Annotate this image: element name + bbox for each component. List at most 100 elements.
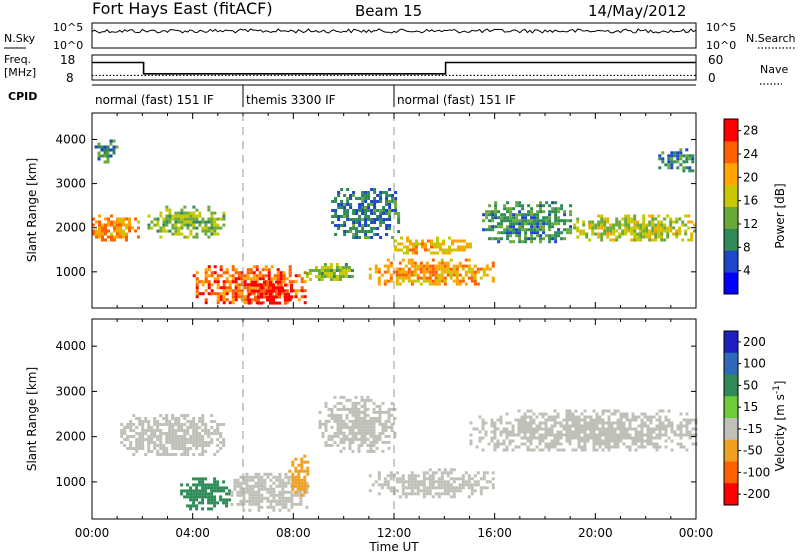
colorbar-swatch xyxy=(724,184,738,207)
echo-region xyxy=(147,205,226,239)
power-colorbar-label: Power [dB] xyxy=(773,183,787,248)
cpid-row: CPID normal (fast) 151 IF themis 3300 IF n… xyxy=(8,84,696,107)
colorbar-swatch xyxy=(724,352,738,375)
noise-left-tick-bottom: 10^0 xyxy=(53,39,83,52)
echo-region xyxy=(482,201,573,244)
time-tick-label: 16:00 xyxy=(477,526,512,540)
freq-unit-label: [MHz] xyxy=(4,66,36,79)
echo-region xyxy=(331,188,401,239)
echo-region xyxy=(469,409,698,452)
noise-right-tick-bottom: 10^0 xyxy=(706,39,736,52)
colorbar-frame xyxy=(723,330,739,506)
time-axis: 00:00 04:00 08:00 12:00 16:00 20:00 00:00 xyxy=(75,526,714,540)
echo-region xyxy=(305,263,354,281)
noise-right-tick-top: 10^5 xyxy=(706,21,736,34)
frequency-trace xyxy=(92,61,696,75)
echo-region xyxy=(94,139,119,164)
freq-tick-top: 18 xyxy=(60,53,75,67)
freq-panel: Freq. [MHz] 18 8 60 0 Nave xyxy=(4,53,788,85)
time-tick-label: 08:00 xyxy=(276,526,311,540)
power-ylabel: Slant Range [km] xyxy=(25,158,39,262)
echo-region xyxy=(318,395,397,453)
y-tick-label: 3000 xyxy=(55,384,86,398)
colorbar-tick-label: 16 xyxy=(743,194,758,208)
colorbar-swatch xyxy=(724,119,738,142)
noise-left-tick-top: 10^5 xyxy=(53,21,83,34)
velocity-ylabel: Slant Range [km] xyxy=(25,367,39,471)
echo-region xyxy=(658,148,695,173)
colorbar-swatch xyxy=(724,483,738,506)
y-tick-label: 4000 xyxy=(55,339,86,353)
echo-region xyxy=(92,214,140,242)
beam-label: Beam 15 xyxy=(355,2,422,20)
cpid-segment-label: themis 3300 IF xyxy=(246,93,336,107)
y-tick-label: 4000 xyxy=(55,132,86,146)
echo-region xyxy=(288,454,310,497)
colorbar-tick-label: 8 xyxy=(743,240,751,254)
station-title: Fort Hays East (fitACF) xyxy=(92,0,273,18)
colorbar-swatch xyxy=(724,396,738,419)
power-panel: 1000 2000 3000 4000 Slant Range [km] 4 8 12 16… xyxy=(25,112,787,309)
noise-left-label: N.Sky xyxy=(4,32,36,45)
freq-label: Freq. xyxy=(4,53,31,66)
echo-region xyxy=(180,477,232,511)
echo-region xyxy=(120,414,226,456)
velocity-panel: 1000 2000 3000 4000 Slant Range [km] 200 100… xyxy=(25,318,787,520)
y-tick-label: 2000 xyxy=(55,221,86,235)
noise-panel: N.Sky 10^5 10^0 10^5 10^0 N.Search xyxy=(4,21,796,52)
colorbar-swatch xyxy=(724,250,738,273)
echo-region xyxy=(573,214,697,242)
colorbar-tick-label: -200 xyxy=(743,487,770,501)
y-tick-label: 1000 xyxy=(55,265,86,279)
colorbar-swatch xyxy=(724,374,738,397)
colorbar-swatch xyxy=(724,140,738,164)
colorbar-swatch xyxy=(724,206,738,229)
colorbar-tick-label: 12 xyxy=(743,217,758,231)
velocity-colorbar-label: Velocity [m s-1] xyxy=(772,381,787,472)
y-tick-label: 1000 xyxy=(55,475,86,489)
y-tick-label: 3000 xyxy=(55,177,86,191)
freq-tick-bottom: 8 xyxy=(66,71,74,85)
power-colorbar: 4 8 12 16 20 24 28 xyxy=(723,118,758,295)
colorbar-tick-label: 100 xyxy=(743,357,766,371)
colorbar-tick-label: 20 xyxy=(743,170,758,184)
colorbar-tick-label: 24 xyxy=(743,147,758,161)
noise-right-label: N.Search xyxy=(746,32,796,45)
nave-tick-top: 60 xyxy=(708,53,723,67)
velocity-data xyxy=(120,319,698,519)
y-tick-label: 2000 xyxy=(55,430,86,444)
cpid-label: CPID xyxy=(8,90,37,103)
cpid-segment-label: normal (fast) 151 IF xyxy=(397,93,516,107)
colorbar-swatch xyxy=(724,418,738,441)
colorbar-swatch xyxy=(724,331,738,354)
time-axis-label: Time UT xyxy=(368,540,419,554)
time-tick-label: 00:00 xyxy=(679,526,714,540)
echo-region xyxy=(368,258,495,286)
colorbar-tick-label: -50 xyxy=(743,444,763,458)
colorbar-swatch xyxy=(724,162,738,186)
nave-tick-bottom: 0 xyxy=(708,71,716,85)
echo-region xyxy=(394,236,472,255)
colorbar-frame xyxy=(723,118,739,295)
cpid-segment-label: normal (fast) 151 IF xyxy=(95,93,214,107)
colorbar-swatch xyxy=(724,461,738,484)
colorbar-tick-label: -15 xyxy=(743,422,763,436)
time-tick-label: 20:00 xyxy=(578,526,613,540)
colorbar-tick-label: 28 xyxy=(743,124,758,138)
nave-label: Nave xyxy=(760,63,788,76)
colorbar-swatch xyxy=(724,272,738,295)
noise-trace xyxy=(91,28,697,34)
colorbar-tick-label: -100 xyxy=(743,465,770,479)
colorbar-tick-label: 4 xyxy=(743,264,751,278)
colorbar-tick-label: 15 xyxy=(743,400,758,414)
time-tick-label: 00:00 xyxy=(75,526,110,540)
power-data xyxy=(92,113,697,308)
echo-region xyxy=(368,468,495,499)
colorbar-swatch xyxy=(724,439,738,462)
colorbar-tick-label: 200 xyxy=(743,335,766,349)
time-tick-label: 04:00 xyxy=(175,526,210,540)
time-tick-label: 12:00 xyxy=(377,526,412,540)
date-label: 14/May/2012 xyxy=(588,2,686,20)
echo-region xyxy=(248,280,293,305)
